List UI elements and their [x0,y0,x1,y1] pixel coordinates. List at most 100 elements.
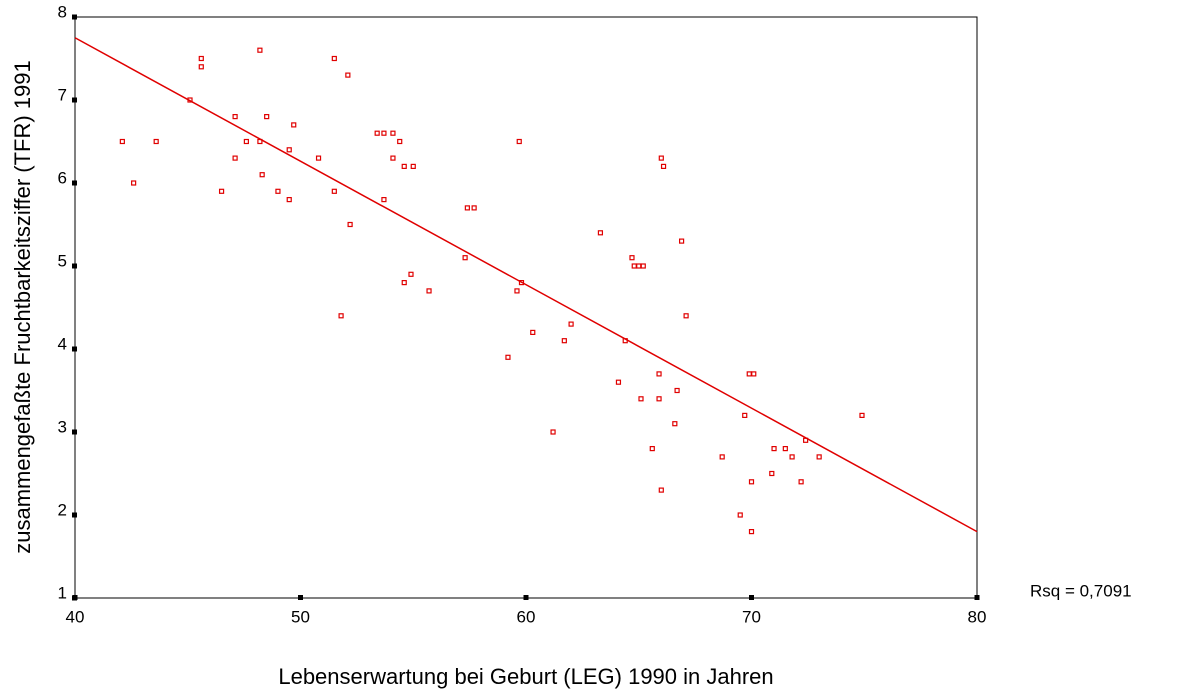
y-tick-label: 8 [58,2,67,21]
point [401,163,407,169]
point [259,172,265,178]
point [798,479,804,485]
point [550,429,556,435]
y-tick [72,14,77,20]
point [748,479,755,485]
point [638,396,644,402]
point [381,197,387,203]
point [656,396,662,402]
point [471,205,477,211]
point [640,263,646,269]
point [518,280,525,286]
point [286,147,292,153]
point [198,64,204,70]
plot-frame [74,16,978,599]
point [751,371,757,377]
point [636,263,642,269]
point [789,454,795,460]
point [119,138,125,145]
y-tick [72,180,77,186]
point [771,446,777,452]
fit-line [74,37,978,533]
point [514,288,520,294]
point [683,313,689,319]
point [660,163,667,169]
point [674,387,680,394]
point [131,180,137,186]
point [746,371,752,377]
x-tick-label: 80 [968,607,987,626]
y-tick [72,429,77,435]
point [615,379,622,385]
point [331,188,337,194]
point [345,72,351,78]
y-tick-label: 5 [58,251,67,270]
point [464,205,470,211]
point [742,412,748,418]
y-tick [72,512,77,518]
x-tick [974,595,980,600]
point [187,97,193,103]
point [769,470,775,477]
x-tick-label: 60 [517,607,536,626]
point [243,138,249,145]
point [264,113,270,120]
point [381,130,387,136]
y-tick-label: 3 [58,417,67,436]
point [568,321,574,327]
annotation: Rsq = 0,7091 [1030,581,1132,600]
point [374,130,380,136]
point [859,412,865,418]
point [257,138,263,145]
y-tick-label: 1 [58,583,67,602]
point [338,313,344,319]
point [719,454,725,460]
point [462,255,468,261]
point [530,329,536,335]
point [232,155,238,161]
point [658,487,664,493]
point [153,138,159,145]
point [390,130,396,136]
y-tick [72,263,77,269]
point [656,371,662,377]
point [803,437,809,443]
point [622,338,628,344]
point [331,55,337,62]
point [561,338,567,344]
y-tick-label: 6 [58,168,67,187]
point [748,528,755,535]
y-tick-label: 2 [58,500,67,519]
x-tick [749,595,754,600]
y-tick-label: 4 [58,334,67,353]
x-tick [298,595,303,600]
y-tick [72,97,77,103]
x-tick [523,595,529,600]
point [347,221,353,228]
point [816,454,822,460]
point [315,155,322,161]
point [257,47,263,53]
point [658,155,664,161]
y-tick [72,346,77,352]
point [737,512,743,518]
point [649,446,655,452]
point [408,271,414,277]
point [782,446,788,452]
point [286,197,292,203]
x-tick [72,595,78,600]
y-tick-label: 7 [58,85,67,104]
point [410,163,416,169]
point [631,263,637,269]
point [291,122,297,128]
x-tick-label: 50 [291,607,310,626]
point [218,188,225,194]
point [426,288,432,294]
point [232,113,238,120]
y-axis-label: zusammengefaßte Fruchtbarkeitsziffer (TF… [10,60,35,554]
point [516,138,522,145]
point [397,138,403,145]
point [275,188,281,194]
point [672,421,678,427]
